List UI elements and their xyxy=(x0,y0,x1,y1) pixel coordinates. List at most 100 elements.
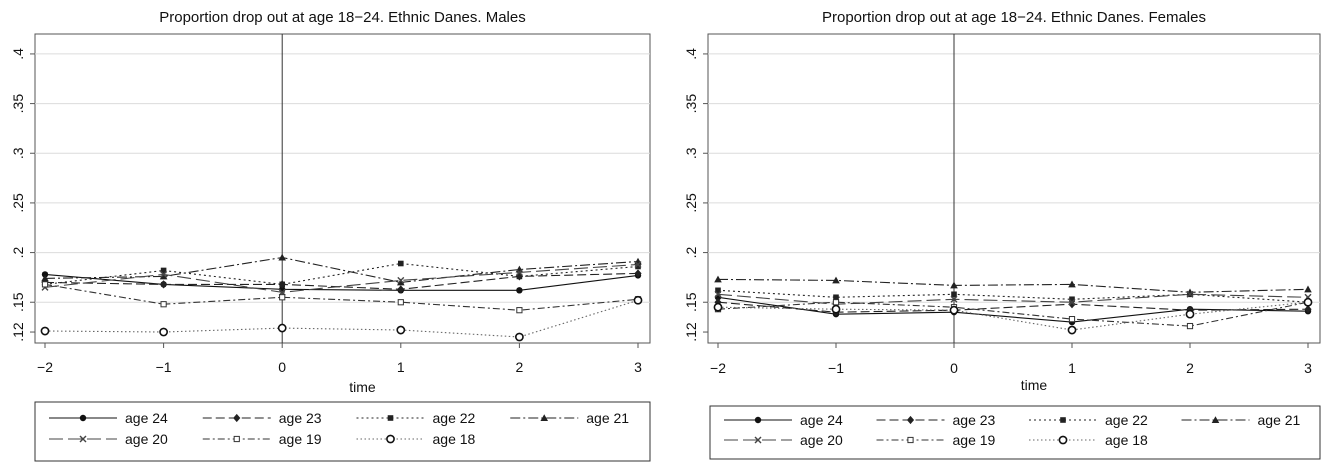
legend-swatch-marker xyxy=(906,415,915,425)
data-point xyxy=(714,275,722,283)
data-point xyxy=(714,290,722,298)
x-axis-label: time xyxy=(349,379,376,395)
data-point xyxy=(396,325,406,335)
x-axis: −2 −1 0 1 2 3 xyxy=(710,343,1312,376)
legend-label: age 19 xyxy=(279,431,322,447)
series-line xyxy=(44,273,639,291)
y-tick-label: .35 xyxy=(10,94,26,114)
marker-stroke xyxy=(79,435,87,443)
legend-swatch-marker xyxy=(754,436,762,444)
data-point xyxy=(41,274,49,282)
y-tick-label: .25 xyxy=(10,193,26,213)
legend-swatch-marker xyxy=(233,413,241,423)
x-tick-label: −1 xyxy=(828,360,844,376)
data-point xyxy=(160,301,167,308)
series-line xyxy=(717,301,1309,331)
x-tick-label: −2 xyxy=(37,359,53,375)
data-point xyxy=(1069,296,1075,303)
series-age-20 xyxy=(714,290,1312,308)
chart-panel-2: Proportion drop out at age 18−24. Ethnic… xyxy=(683,9,1321,460)
legend-label: age 21 xyxy=(1258,412,1301,428)
legend-item-age-19: age 19 xyxy=(876,432,996,448)
data-point xyxy=(279,281,285,288)
data-point xyxy=(398,260,404,267)
series-age-18 xyxy=(40,295,643,342)
y-tick-label: .3 xyxy=(10,147,26,159)
x-tick-label: 2 xyxy=(1186,360,1194,376)
data-point xyxy=(159,272,168,280)
marker-stroke xyxy=(1186,290,1194,298)
legend-item-age-24: age 24 xyxy=(724,412,843,428)
legend-label: age 18 xyxy=(433,431,476,447)
y-tick-label: .2 xyxy=(683,247,699,259)
series-line xyxy=(44,263,639,293)
data-point xyxy=(277,323,287,333)
legend-swatch-marker xyxy=(79,414,87,422)
series-line xyxy=(44,283,639,311)
series-age-21 xyxy=(41,253,642,286)
legend-label: age 19 xyxy=(953,432,996,448)
marker-stroke xyxy=(160,270,168,278)
data-point xyxy=(397,285,405,294)
series-group xyxy=(713,275,1313,335)
legend-swatch-marker xyxy=(1211,416,1220,423)
series-age-21 xyxy=(714,275,1312,296)
legend-label: age 23 xyxy=(953,412,996,428)
data-point xyxy=(397,276,405,284)
data-point xyxy=(279,294,286,301)
legend: age 24 age 23 age 22 age 21 age 20 age 19 age … xyxy=(709,405,1321,460)
series-line xyxy=(717,289,1309,303)
marker-stroke xyxy=(634,260,642,268)
y-tick-label: .35 xyxy=(683,94,699,114)
data-point xyxy=(1067,325,1077,335)
x-tick-label: −2 xyxy=(710,360,726,376)
series-line xyxy=(44,262,639,285)
y-axis: .12 .15 .2 .25 .3 .35 .4 xyxy=(683,48,1320,342)
data-point xyxy=(1303,297,1313,307)
data-point xyxy=(160,280,168,289)
y-tick-label: .3 xyxy=(683,147,699,159)
x-tick-label: 2 xyxy=(516,359,524,375)
legend-swatch-marker xyxy=(386,434,395,444)
y-tick-label: .4 xyxy=(683,48,699,60)
x-tick-label: 3 xyxy=(634,359,642,375)
legend-swatch-marker xyxy=(79,435,87,443)
series-group xyxy=(40,253,643,342)
legend-swatch-marker xyxy=(754,416,762,424)
data-point xyxy=(397,299,404,306)
legend-item-age-19: age 19 xyxy=(202,431,322,447)
data-point xyxy=(515,268,523,276)
y-tick-label: .12 xyxy=(683,322,699,342)
data-point xyxy=(1186,290,1194,298)
data-point xyxy=(634,257,642,265)
y-tick-label: .15 xyxy=(10,292,26,312)
data-point xyxy=(1185,309,1195,319)
legend-label: age 23 xyxy=(279,410,322,426)
data-point xyxy=(397,278,405,286)
chart-title: Proportion drop out at age 18−24. Ethnic… xyxy=(159,9,525,26)
legend-swatch-marker xyxy=(540,414,549,421)
data-point xyxy=(515,332,524,342)
series-line xyxy=(717,301,1309,327)
data-point xyxy=(715,287,721,294)
legend-swatch-marker xyxy=(387,415,394,421)
data-point xyxy=(635,263,641,270)
marker-stroke xyxy=(515,268,523,276)
series-age-22 xyxy=(42,260,641,288)
data-point xyxy=(1068,280,1076,288)
y-axis: .12 .15 .2 .25 .3 .35 .4 xyxy=(10,48,650,342)
chart-panel-1: Proportion drop out at age 18−24. Ethnic… xyxy=(10,9,651,462)
marker-stroke xyxy=(397,276,405,284)
data-point xyxy=(832,276,840,284)
data-point xyxy=(633,295,643,305)
x-axis-label: time xyxy=(1021,377,1048,393)
y-tick-label: .25 xyxy=(683,193,699,213)
legend-item-age-23: age 23 xyxy=(202,410,322,426)
data-point xyxy=(41,281,49,288)
y-tick-label: .12 xyxy=(10,322,26,342)
data-point xyxy=(516,287,523,294)
chart-title: Proportion drop out at age 18−24. Ethnic… xyxy=(822,9,1206,26)
legend-item-age-22: age 22 xyxy=(1029,412,1148,428)
